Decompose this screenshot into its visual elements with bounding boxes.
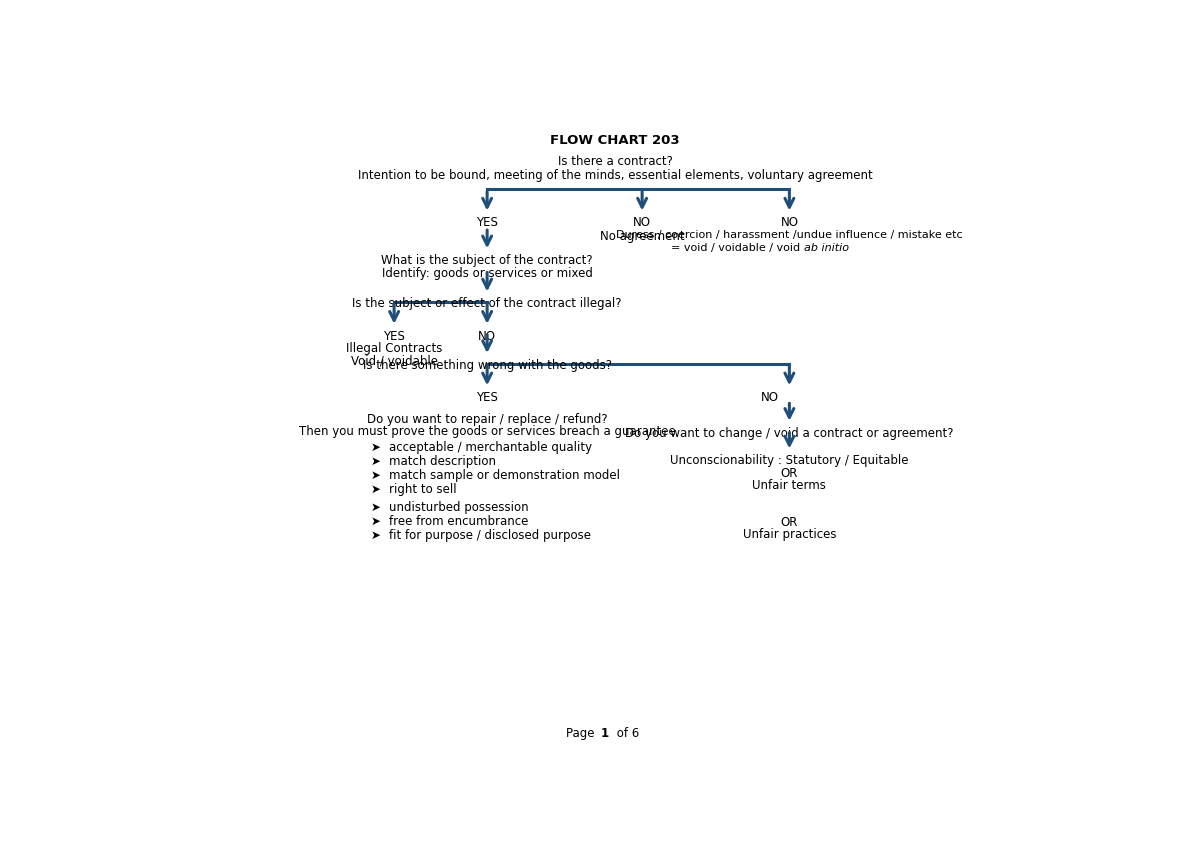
Text: YES: YES: [476, 216, 498, 230]
Text: Do you want to repair / replace / refund?: Do you want to repair / replace / refund…: [367, 413, 607, 426]
Text: Duress / coercion / harassment /undue influence / mistake etc: Duress / coercion / harassment /undue in…: [616, 230, 962, 240]
Text: ➤: ➤: [371, 469, 380, 482]
Text: acceptable / merchantable quality: acceptable / merchantable quality: [389, 441, 592, 454]
Text: ➤: ➤: [371, 529, 380, 542]
Text: Unfair practices: Unfair practices: [743, 528, 836, 541]
Text: Unfair terms: Unfair terms: [752, 479, 827, 492]
Text: NO: NO: [761, 391, 779, 404]
Text: YES: YES: [476, 391, 498, 404]
Text: right to sell: right to sell: [389, 483, 456, 496]
Text: 1: 1: [601, 727, 610, 739]
Text: Page: Page: [565, 727, 598, 739]
Text: ➤: ➤: [371, 441, 380, 454]
Text: OR: OR: [781, 516, 798, 529]
Text: Is there something wrong with the goods?: Is there something wrong with the goods?: [362, 359, 612, 372]
Text: undisturbed possession: undisturbed possession: [389, 500, 528, 514]
Text: Do you want to change / void a contract or agreement?: Do you want to change / void a contract …: [625, 427, 954, 440]
Text: ab initio: ab initio: [804, 243, 850, 253]
Text: NO: NO: [634, 216, 652, 230]
Text: NO: NO: [780, 216, 798, 230]
Text: Illegal Contracts: Illegal Contracts: [346, 342, 443, 355]
Text: Void / voidable: Void / voidable: [350, 354, 438, 367]
Text: YES: YES: [383, 330, 406, 343]
Text: OR: OR: [781, 466, 798, 480]
Text: of 6: of 6: [613, 727, 640, 739]
Text: match sample or demonstration model: match sample or demonstration model: [389, 469, 619, 482]
Text: NO: NO: [478, 330, 496, 343]
Text: ➤: ➤: [371, 515, 380, 527]
Text: = void / voidable / void: = void / voidable / void: [671, 243, 803, 253]
Text: What is the subject of the contract?: What is the subject of the contract?: [382, 254, 593, 267]
Text: Unconscionability : Statutory / Equitable: Unconscionability : Statutory / Equitabl…: [670, 455, 908, 467]
Text: fit for purpose / disclosed purpose: fit for purpose / disclosed purpose: [389, 529, 590, 542]
Text: free from encumbrance: free from encumbrance: [389, 515, 528, 527]
Text: match description: match description: [389, 455, 496, 468]
Text: Intention to be bound, meeting of the minds, essential elements, voluntary agree: Intention to be bound, meeting of the mi…: [358, 170, 872, 182]
Text: No agreement: No agreement: [600, 230, 684, 243]
Text: ➤: ➤: [371, 500, 380, 514]
Text: Then you must prove the goods or services breach a guarantee: Then you must prove the goods or service…: [299, 425, 676, 438]
Text: ➤: ➤: [371, 455, 380, 468]
Text: ➤: ➤: [371, 483, 380, 496]
Text: Identify: goods or services or mixed: Identify: goods or services or mixed: [382, 267, 593, 281]
Text: Is the subject or effect of the contract illegal?: Is the subject or effect of the contract…: [353, 298, 622, 310]
Text: Is there a contract?: Is there a contract?: [558, 155, 672, 168]
Text: FLOW CHART 203: FLOW CHART 203: [550, 134, 680, 147]
